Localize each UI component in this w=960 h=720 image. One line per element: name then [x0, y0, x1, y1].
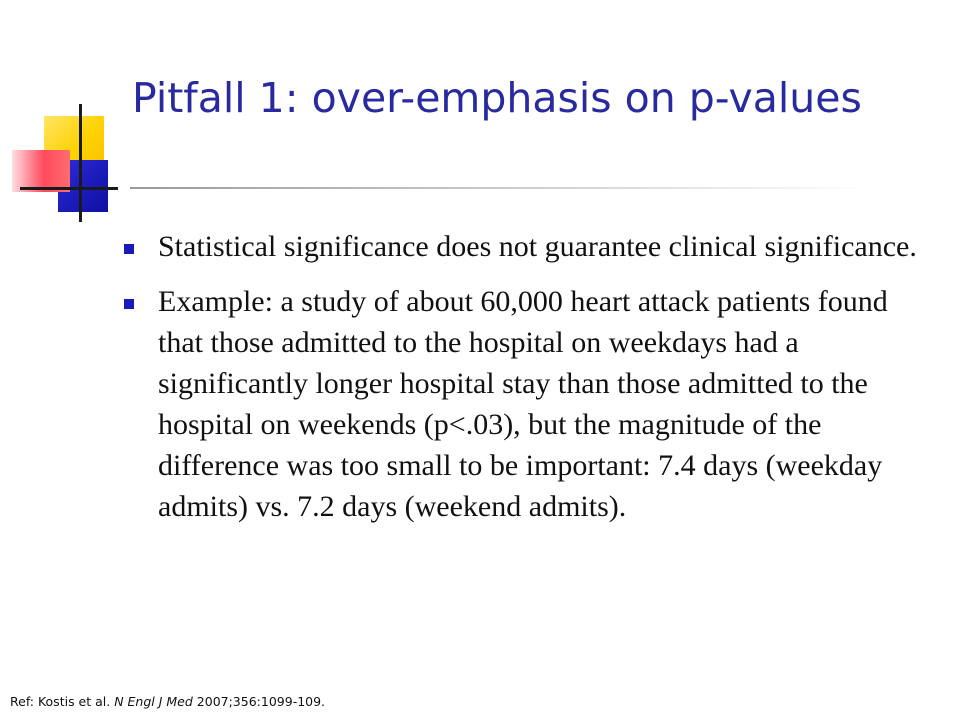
reference-suffix: 2007;356:1099-109. [192, 694, 326, 709]
bullet-square-icon [124, 244, 134, 254]
bullet-text: Statistical significance does not guaran… [158, 230, 917, 263]
reference-prefix: Ref: Kostis et al. [10, 694, 115, 709]
logo-horizontal-line [20, 187, 118, 190]
bullet-list: Statistical significance does not guaran… [122, 226, 922, 541]
logo-vertical-line [79, 104, 82, 222]
reference-citation: Ref: Kostis et al. N Engl J Med 2007;356… [10, 694, 325, 709]
bullet-item: Statistical significance does not guaran… [122, 226, 922, 267]
reference-journal: N Engl J Med [114, 694, 193, 709]
logo-red-square [12, 150, 70, 192]
bullet-text: Example: a study of about 60,000 heart a… [158, 285, 888, 523]
bullet-square-icon [124, 299, 134, 309]
slide-title: Pitfall 1: over-emphasis on p-values [132, 74, 862, 122]
title-divider [130, 187, 870, 189]
logo-graphic [0, 0, 140, 230]
bullet-item: Example: a study of about 60,000 heart a… [122, 281, 922, 527]
